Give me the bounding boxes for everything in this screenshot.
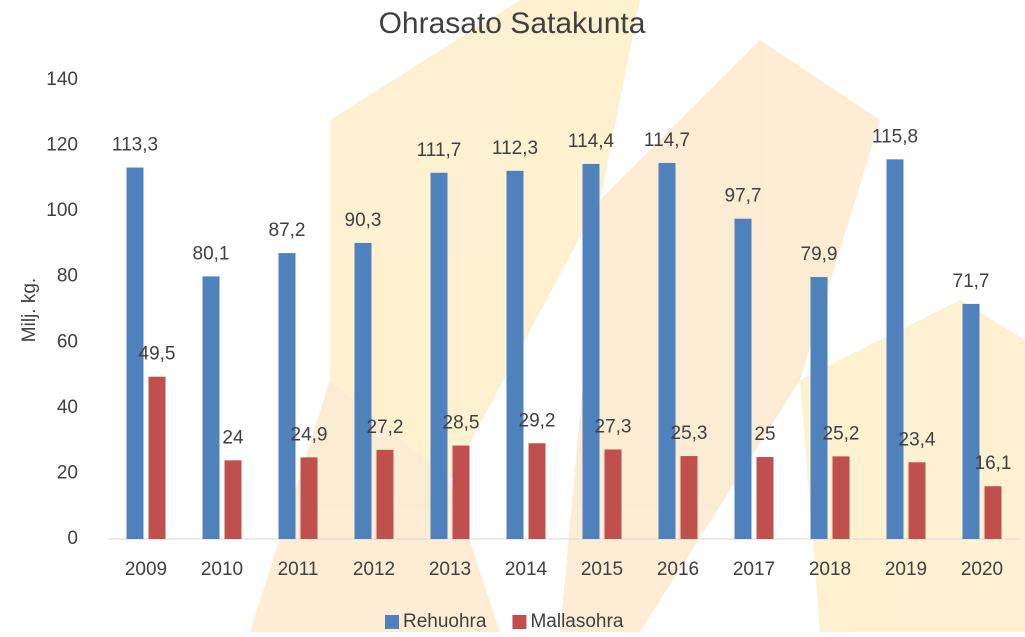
data-label: 29,2 <box>519 410 556 431</box>
bar <box>604 449 622 539</box>
data-label: 25 <box>754 424 775 445</box>
y-axis-label: Milj. kg. <box>19 278 40 342</box>
y-tick-label: 140 <box>46 69 78 90</box>
chart-title: Ohrasato Satakunta <box>379 7 646 40</box>
y-tick-label: 80 <box>57 266 78 287</box>
data-label: 49,5 <box>139 344 176 365</box>
data-label: 113,3 <box>112 135 158 156</box>
legend-label: Rehuohra <box>403 611 487 632</box>
data-label: 114,7 <box>644 130 690 151</box>
bar <box>908 462 926 539</box>
data-label: 27,2 <box>367 417 404 438</box>
bar <box>756 457 774 539</box>
x-tick-label: 2012 <box>353 559 395 580</box>
data-label: 114,4 <box>568 131 615 152</box>
y-tick-label: 0 <box>67 528 78 549</box>
legend-swatch <box>512 615 527 629</box>
data-label: 71,7 <box>953 271 990 292</box>
x-tick-label: 2019 <box>885 559 927 580</box>
bar <box>582 163 600 539</box>
x-tick-label: 2009 <box>125 559 167 580</box>
bar <box>886 159 904 539</box>
data-label: 79,9 <box>801 244 838 265</box>
data-label: 25,2 <box>823 423 860 444</box>
x-tick-label: 2015 <box>581 559 623 580</box>
bar <box>126 167 144 540</box>
bar <box>376 449 394 539</box>
data-label: 16,1 <box>975 453 1012 474</box>
y-tick-label: 20 <box>57 462 78 483</box>
y-tick-label: 120 <box>46 135 78 156</box>
bar <box>680 456 698 539</box>
x-tick-label: 2016 <box>657 559 699 580</box>
background-decoration <box>250 0 1025 632</box>
x-tick-label: 2011 <box>278 559 319 580</box>
data-label: 87,2 <box>269 220 306 241</box>
bar <box>528 443 546 539</box>
data-label: 25,3 <box>671 423 708 444</box>
bar <box>506 170 524 540</box>
bar <box>148 376 166 539</box>
x-tick-label: 2017 <box>733 559 775 580</box>
x-tick-label: 2014 <box>505 559 548 580</box>
data-label: 28,5 <box>443 413 480 434</box>
data-label: 115,8 <box>872 126 918 147</box>
bar <box>810 277 828 539</box>
bar <box>354 242 372 539</box>
bar <box>224 460 242 539</box>
y-tick-label: 60 <box>57 331 78 352</box>
data-label: 23,4 <box>899 429 936 450</box>
bar <box>962 303 980 539</box>
bar <box>984 486 1002 539</box>
bar <box>734 218 752 539</box>
y-tick-label: 40 <box>57 397 78 418</box>
data-label: 112,3 <box>492 138 538 159</box>
bar <box>452 445 470 539</box>
data-label: 27,3 <box>595 417 632 438</box>
bar <box>202 276 220 539</box>
data-label: 111,7 <box>417 140 462 161</box>
legend-swatch <box>385 615 399 629</box>
bar <box>832 456 850 539</box>
x-tick-label: 2013 <box>429 559 471 580</box>
x-tick-label: 2010 <box>201 559 243 580</box>
data-label: 90,3 <box>345 210 382 231</box>
data-label: 97,7 <box>725 186 762 207</box>
bar <box>278 253 296 539</box>
bar <box>658 162 676 539</box>
data-label: 24,9 <box>291 424 328 445</box>
x-tick-label: 2020 <box>961 559 1003 580</box>
legend-label: Mallasohra <box>530 611 623 632</box>
data-label: 80,1 <box>193 243 230 264</box>
x-tick-label: 2018 <box>809 559 851 580</box>
bar <box>430 172 448 539</box>
bar <box>300 457 318 539</box>
data-label: 24 <box>222 427 244 448</box>
y-tick-label: 100 <box>46 200 78 221</box>
